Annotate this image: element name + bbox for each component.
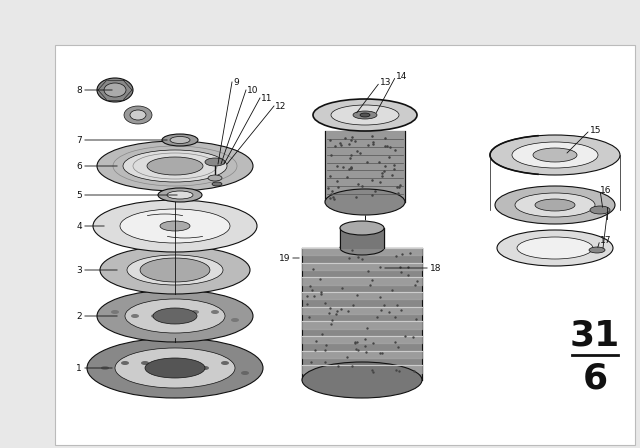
Ellipse shape <box>167 191 193 199</box>
Text: 2: 2 <box>76 311 82 320</box>
Ellipse shape <box>191 310 199 314</box>
Text: 8: 8 <box>76 86 82 95</box>
Ellipse shape <box>495 186 615 224</box>
Ellipse shape <box>115 348 235 388</box>
Ellipse shape <box>104 83 126 97</box>
Ellipse shape <box>97 141 253 191</box>
Text: 5: 5 <box>76 190 82 199</box>
Ellipse shape <box>161 366 169 370</box>
Text: 14: 14 <box>396 72 408 81</box>
Ellipse shape <box>490 135 620 175</box>
Ellipse shape <box>87 338 263 398</box>
Ellipse shape <box>515 193 595 217</box>
Ellipse shape <box>512 142 598 168</box>
Text: 13: 13 <box>380 78 392 86</box>
Ellipse shape <box>124 106 152 124</box>
Ellipse shape <box>123 150 227 182</box>
Text: 6: 6 <box>76 161 82 171</box>
Text: 1: 1 <box>76 363 82 372</box>
Bar <box>55 45 635 445</box>
Ellipse shape <box>302 362 422 398</box>
Text: 11: 11 <box>261 94 273 103</box>
Ellipse shape <box>212 182 222 186</box>
Text: 17: 17 <box>600 236 611 245</box>
Ellipse shape <box>211 310 219 314</box>
Ellipse shape <box>533 148 577 162</box>
Ellipse shape <box>181 361 189 365</box>
Ellipse shape <box>208 175 222 181</box>
Text: 3: 3 <box>76 266 82 275</box>
Ellipse shape <box>147 157 203 175</box>
Ellipse shape <box>151 318 159 322</box>
Ellipse shape <box>120 209 230 243</box>
Ellipse shape <box>590 206 610 214</box>
Text: 19: 19 <box>278 254 290 263</box>
Text: 12: 12 <box>275 102 286 111</box>
Ellipse shape <box>201 361 209 365</box>
Ellipse shape <box>360 113 370 117</box>
Ellipse shape <box>517 237 593 259</box>
Ellipse shape <box>353 111 377 119</box>
Ellipse shape <box>93 200 257 252</box>
Ellipse shape <box>162 134 198 146</box>
Ellipse shape <box>205 158 225 166</box>
Text: 6: 6 <box>582 361 607 395</box>
Ellipse shape <box>340 241 384 255</box>
Ellipse shape <box>145 358 205 378</box>
Ellipse shape <box>97 290 253 342</box>
Ellipse shape <box>101 361 109 365</box>
Ellipse shape <box>131 314 139 318</box>
Ellipse shape <box>171 314 179 318</box>
Ellipse shape <box>221 371 229 375</box>
Text: 7: 7 <box>76 135 82 145</box>
Ellipse shape <box>231 310 239 314</box>
Ellipse shape <box>325 189 405 215</box>
Text: 9: 9 <box>233 78 239 86</box>
Ellipse shape <box>535 199 575 211</box>
Ellipse shape <box>127 255 223 285</box>
Ellipse shape <box>130 110 146 120</box>
Ellipse shape <box>331 105 399 125</box>
Text: 18: 18 <box>430 263 442 272</box>
Ellipse shape <box>589 247 605 253</box>
Ellipse shape <box>170 137 190 143</box>
Ellipse shape <box>121 371 129 375</box>
Text: 31: 31 <box>570 318 620 352</box>
Ellipse shape <box>97 78 133 102</box>
Ellipse shape <box>158 188 202 202</box>
Text: 15: 15 <box>590 125 602 134</box>
Ellipse shape <box>241 361 249 365</box>
Ellipse shape <box>340 221 384 235</box>
Ellipse shape <box>497 230 613 266</box>
Ellipse shape <box>125 299 225 333</box>
Text: 10: 10 <box>247 86 259 95</box>
Ellipse shape <box>141 371 149 375</box>
Ellipse shape <box>111 318 119 322</box>
Ellipse shape <box>153 308 197 324</box>
Text: 4: 4 <box>76 221 82 231</box>
Polygon shape <box>140 258 210 282</box>
Ellipse shape <box>313 99 417 131</box>
Ellipse shape <box>160 221 190 231</box>
Ellipse shape <box>100 246 250 294</box>
Text: 16: 16 <box>600 185 611 194</box>
